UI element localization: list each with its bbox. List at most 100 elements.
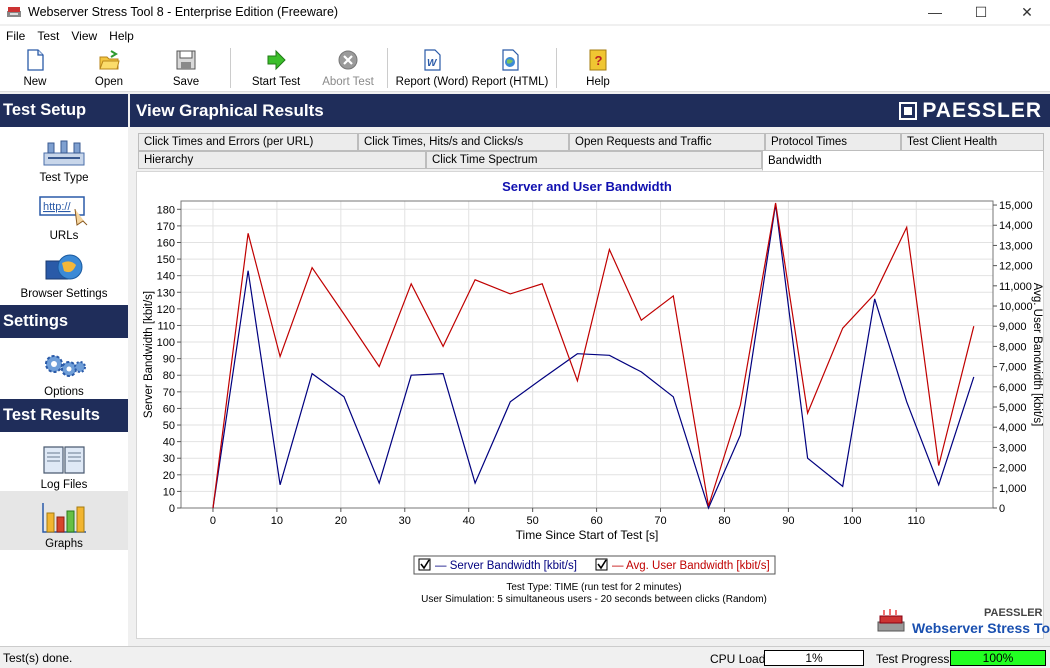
report-word-button[interactable]: W Report (Word)	[394, 45, 470, 91]
section-test-results: Test Results	[0, 399, 128, 432]
save-button[interactable]: Save	[148, 45, 224, 91]
html-document-icon	[502, 49, 519, 71]
gears-icon	[45, 355, 86, 377]
y-tick-label: 0	[169, 503, 175, 515]
menu-file[interactable]: File	[6, 29, 26, 43]
y2-tick-label: 15,000	[999, 200, 1033, 212]
y-tick-label: 110	[157, 320, 175, 332]
open-button[interactable]: Open	[70, 45, 148, 91]
abort-test-button[interactable]: Abort Test	[315, 45, 381, 91]
report-word-label: Report (Word)	[395, 76, 469, 88]
paessler-logo-text: PAESSLER	[922, 99, 1042, 122]
tab-bandwidth[interactable]: Bandwidth	[762, 150, 1044, 171]
toolbar-separator	[387, 48, 388, 88]
graph-panel: Server and User Bandwidth 0 10 20 30 40 50 60 70…	[136, 171, 1050, 639]
maximize-button[interactable]: ☐	[974, 3, 988, 20]
stress-tool-logo-icon	[877, 609, 905, 632]
sidebar-item-log-files[interactable]: Log Files	[0, 432, 128, 491]
test-type-icon	[43, 140, 85, 166]
legend-checkbox	[418, 558, 431, 571]
start-test-label: Start Test	[251, 76, 301, 88]
y2-tick-label: 3,000	[999, 442, 1027, 454]
y2-tick-label: 0	[999, 503, 1005, 515]
sidebar: Test Setup Test Type http:// URLs Browse…	[0, 94, 128, 646]
tab-click-time-spectrum[interactable]: Click Time Spectrum	[426, 151, 762, 169]
new-file-icon	[27, 49, 44, 71]
new-label: New	[23, 76, 47, 88]
y-tick-label: 10	[163, 486, 175, 498]
minimize-button[interactable]: —	[928, 4, 942, 20]
y-axis-label: Server Bandwidth [kbit/s]	[143, 291, 155, 418]
start-arrow-icon	[267, 49, 286, 71]
y-tick-label: 120	[157, 304, 175, 316]
y-tick-label: 170	[157, 221, 175, 233]
sidebar-item-label: Browser Settings	[20, 288, 108, 300]
y-tick-label: 150	[157, 254, 175, 266]
footer-logo-brand: PAESSLER	[984, 607, 1043, 619]
browser-globe-icon	[45, 254, 83, 280]
x-tick-label: 110	[908, 515, 926, 527]
x-tick-label: 60	[590, 515, 602, 527]
sidebar-item-urls[interactable]: http:// URLs	[0, 184, 128, 242]
tab-protocol-times[interactable]: Protocol Times	[765, 133, 901, 151]
x-tick-label: 0	[210, 515, 216, 527]
y2-tick-label: 8,000	[999, 341, 1027, 353]
y-tick-label: 90	[163, 354, 175, 366]
open-label: Open	[94, 76, 124, 88]
y2-tick-label: 2,000	[999, 463, 1027, 475]
x-tick-label: 10	[271, 515, 283, 527]
sidebar-item-test-type[interactable]: Test Type	[0, 127, 128, 184]
paessler-logo: PAESSLER	[899, 99, 1042, 123]
y2-tick-label: 10,000	[999, 301, 1033, 313]
sidebar-item-graphs[interactable]: Graphs	[0, 491, 128, 550]
window-title: Webserver Stress Tool 8 - Enterprise Edi…	[28, 5, 339, 19]
cpu-load-value: 1%	[764, 650, 864, 666]
tab-click-times-errors[interactable]: Click Times and Errors (per URL)	[138, 133, 358, 151]
y2-axis-label: Avg. User Bandwidth [kbit/s]	[1031, 283, 1043, 427]
help-button[interactable]: ? Help	[563, 45, 633, 91]
sidebar-item-label: Log Files	[40, 479, 88, 491]
legend-checkbox	[595, 558, 608, 571]
start-test-button[interactable]: Start Test	[237, 45, 315, 91]
plot-frame	[180, 200, 994, 509]
menu-view[interactable]: View	[71, 29, 98, 43]
result-tabs: Click Times and Errors (per URL) Click T…	[136, 131, 1044, 171]
y-tick-label: 80	[163, 370, 175, 382]
sidebar-item-label: Options	[44, 386, 84, 398]
tab-hierarchy[interactable]: Hierarchy	[138, 151, 426, 169]
test-progress-bar: 100%	[950, 650, 1046, 666]
sidebar-item-options[interactable]: Options	[0, 338, 128, 398]
footer-logo: PAESSLER Webserver Stress Tool	[874, 607, 1050, 638]
x-tick-label: 90	[782, 515, 794, 527]
y-tick-label: 100	[157, 337, 175, 349]
toolbar-separator	[556, 48, 557, 88]
sidebar-item-label: Graphs	[45, 538, 83, 550]
x-tick-label: 40	[463, 515, 475, 527]
help-question-icon: ?	[589, 49, 607, 71]
sidebar-item-browser-settings[interactable]: Browser Settings	[0, 242, 128, 300]
tab-open-requests-traffic[interactable]: Open Requests and Traffic	[569, 133, 765, 151]
x-tick-label: 70	[654, 515, 666, 527]
y-tick-label: 160	[157, 237, 175, 249]
close-button[interactable]: ✕	[1021, 3, 1033, 20]
url-link-icon: http://	[39, 196, 88, 226]
legend-server-bandwidth: — Server Bandwidth [kbit/s]	[435, 560, 577, 572]
y-tick-label: 20	[163, 470, 175, 482]
svg-text:W: W	[427, 58, 438, 69]
y2-tick-label: 4,000	[999, 422, 1027, 434]
tab-click-times-hits[interactable]: Click Times, Hits/s and Clicks/s	[358, 133, 569, 151]
report-html-button[interactable]: Report (HTML)	[470, 45, 550, 91]
x-tick-label: 20	[335, 515, 347, 527]
menu-test[interactable]: Test	[37, 29, 60, 43]
y2-tick-label: 5,000	[999, 402, 1027, 414]
toolbar-separator	[230, 48, 231, 88]
section-test-setup: Test Setup	[0, 94, 128, 127]
new-button[interactable]: New	[0, 45, 70, 91]
log-book-icon	[43, 446, 85, 474]
y-tick-label: 50	[163, 420, 175, 432]
bandwidth-chart: Server and User Bandwidth 0 10 20 30 40 50 60 70…	[143, 179, 1043, 605]
y2-tick-label: 11,000	[999, 281, 1032, 293]
menu-help[interactable]: Help	[109, 29, 134, 43]
tab-test-client-health[interactable]: Test Client Health	[901, 133, 1044, 151]
y-tick-label: 180	[157, 204, 175, 216]
